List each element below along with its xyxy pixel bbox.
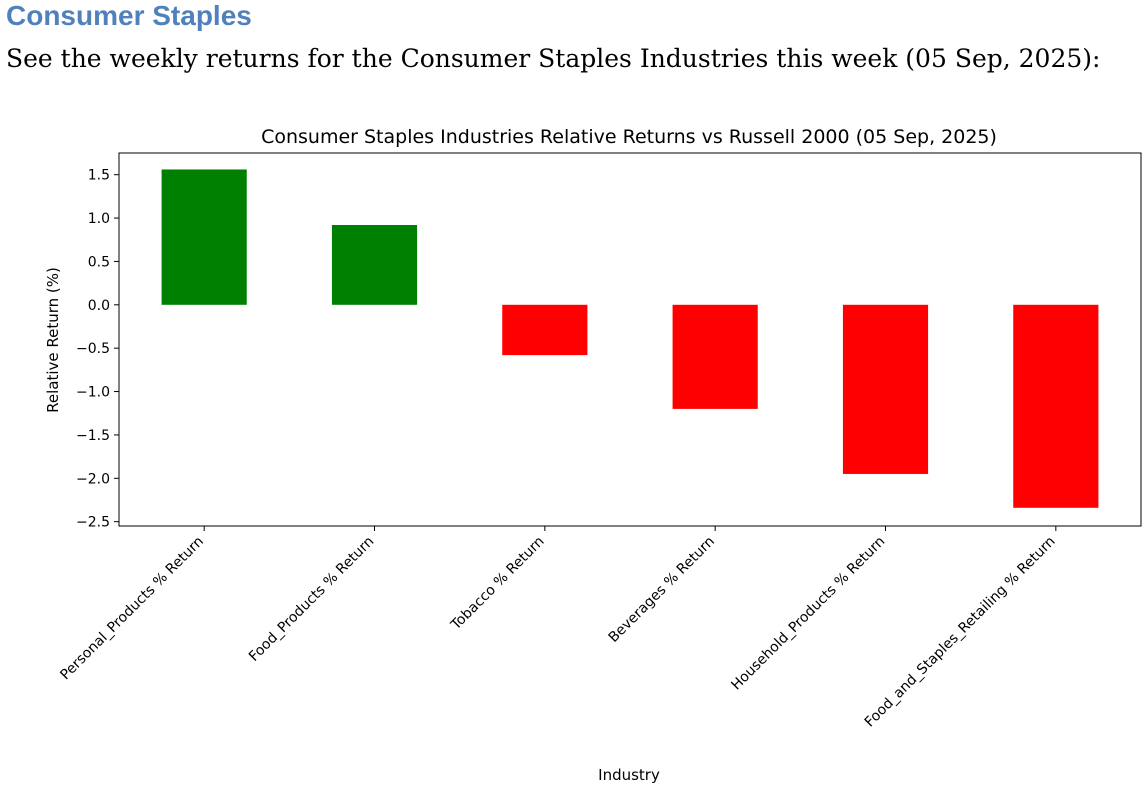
bar-3 [672,304,758,409]
bar-4 [842,304,929,474]
bar-2 [502,304,588,356]
chart-title: Consumer Staples Industries Relative Ret… [261,126,997,148]
bar-1 [331,224,418,305]
y-tick-label: 0.0 [88,298,110,314]
y-tick-label: −0.5 [76,341,110,357]
y-tick-label: 1.5 [88,168,110,184]
x-axis-label: Industry [598,766,660,784]
x-tick-label: Food_and_Staples_Retailing % Return [862,534,1059,731]
y-tick-label: 1.0 [88,211,110,227]
plot-frame [118,152,1142,527]
y-tick-label: 0.5 [88,254,110,270]
bar-5 [1013,304,1099,508]
y-tick-label: −1.0 [76,385,110,401]
intro-text: See the weekly returns for the Consumer … [6,44,1101,73]
y-tick-label: −2.0 [76,471,110,487]
y-tick-label: −1.5 [76,428,110,444]
x-tick-label: Beverages % Return [606,534,718,646]
y-axis-label: Relative Return (%) [44,267,62,413]
x-tick-label: Tobacco % Return [447,534,547,634]
x-tick-label: Household_Products % Return [728,534,888,694]
x-tick-label: Personal_Products % Return [57,534,207,684]
y-tick-label: −2.5 [76,515,110,531]
section-heading: Consumer Staples [6,0,252,31]
bar-0 [161,169,247,305]
x-tick-label: Food_Products % Return [246,534,377,665]
